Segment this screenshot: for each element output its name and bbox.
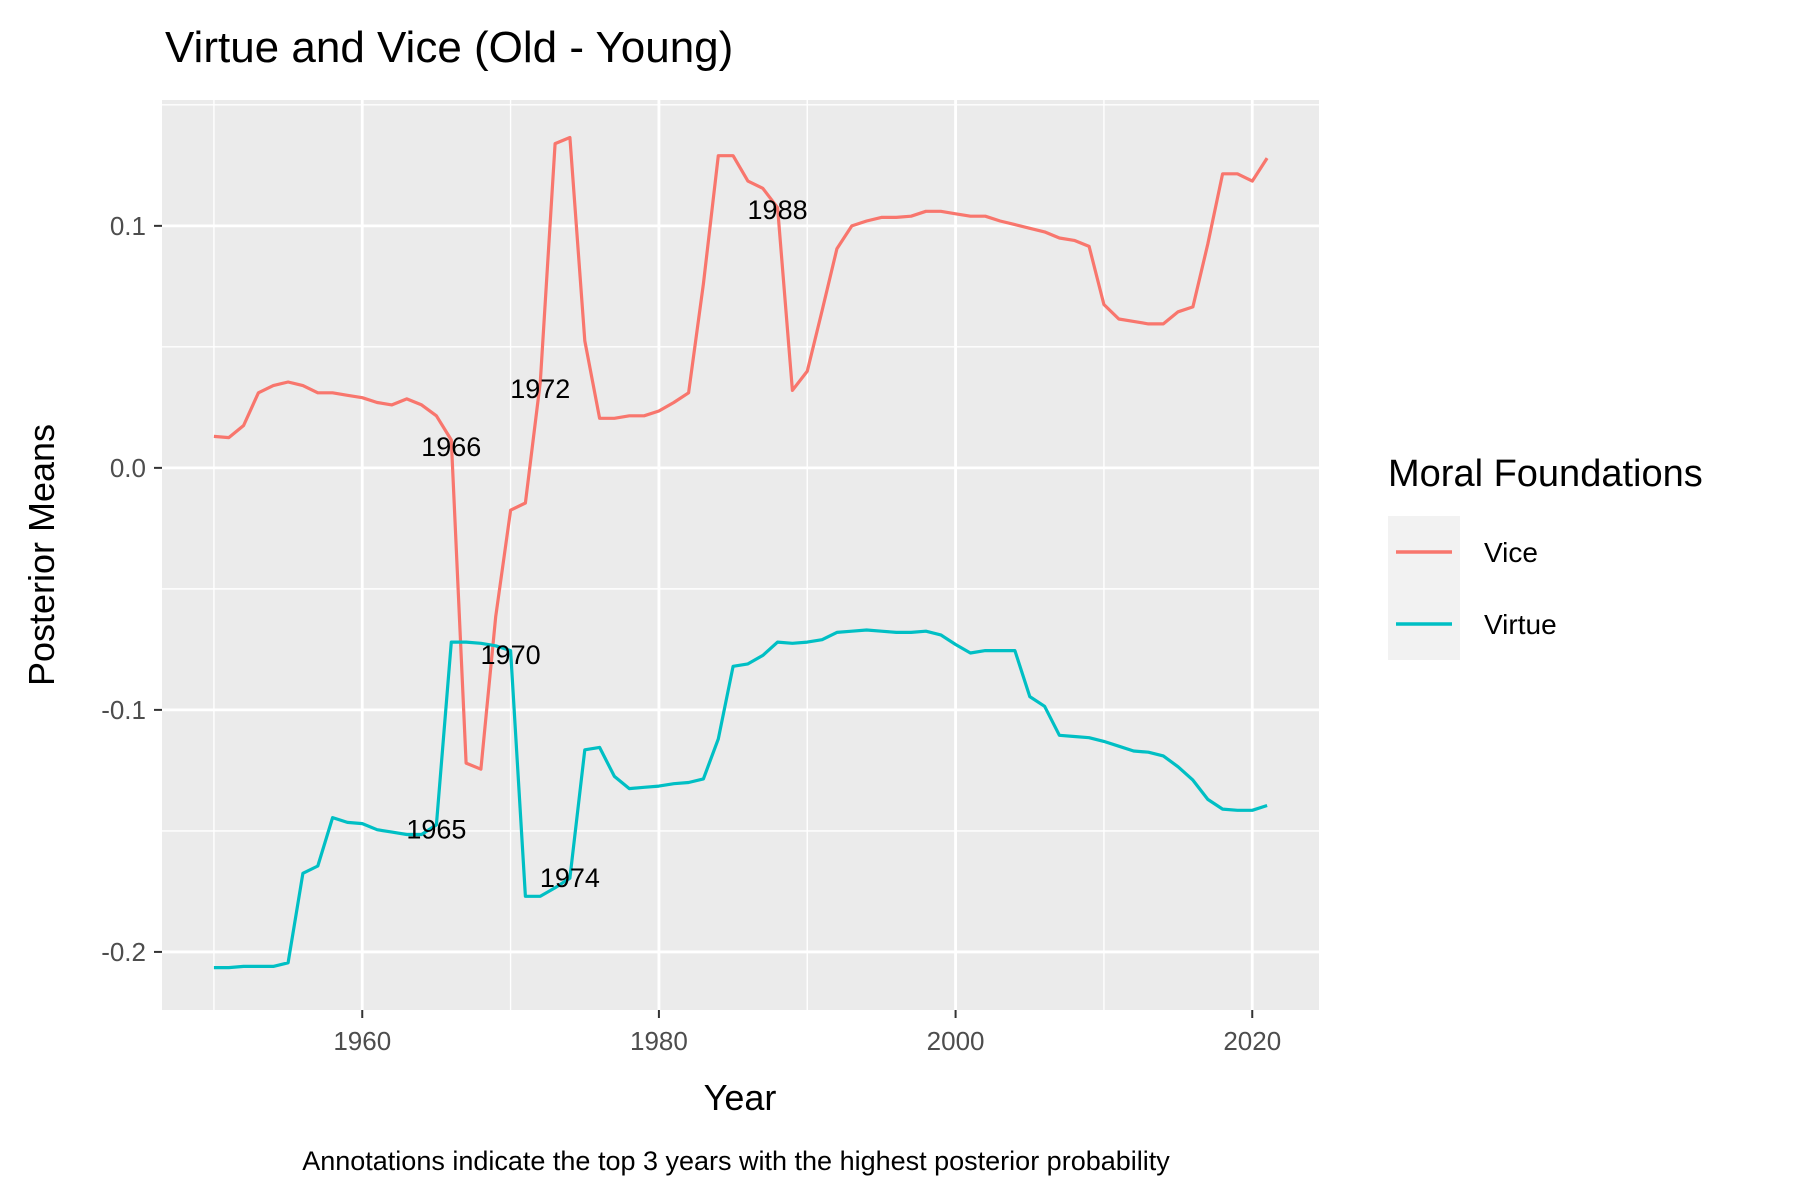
x-tick-label: 2000 [927,1026,985,1056]
y-tick-label: 0.0 [110,453,146,483]
legend: Moral Foundations Vice Virtue [1388,453,1703,660]
annotations: 1966 1972 1988 1970 1965 1974 [406,195,807,893]
x-axis-title: Year [704,1077,777,1118]
chart-title: Virtue and Vice (Old - Young) [165,23,733,72]
annotation-label: 1970 [481,640,541,670]
annotation-label: 1972 [510,374,570,404]
x-tick-label: 1980 [630,1026,688,1056]
x-tick-label: 1960 [333,1026,391,1056]
y-tick-label: 0.1 [110,211,146,241]
x-axis-ticks: 1960 1980 2000 2020 [333,1010,1281,1056]
major-gridlines [162,100,1319,1010]
series-line-virtue [213,628,1268,970]
x-tick-label: 2020 [1223,1026,1281,1056]
y-axis-title: Posterior Means [21,424,62,686]
y-axis-ticks: -0.2 -0.1 0.0 0.1 [101,211,162,967]
annotation-label: 1965 [406,814,466,844]
minor-gridlines [162,100,1319,1010]
legend-label-vice: Vice [1484,537,1538,568]
y-tick-label: -0.1 [101,695,146,725]
annotation-label: 1988 [748,195,808,225]
series-line-vice [213,135,1269,771]
legend-label-virtue: Virtue [1484,609,1557,640]
y-tick-label: -0.2 [101,937,146,967]
series-lines [213,135,1269,970]
chart-caption: Annotations indicate the top 3 years wit… [302,1146,1170,1176]
annotation-label: 1974 [540,863,600,893]
legend-title: Moral Foundations [1388,453,1703,495]
plot-panel [162,100,1319,1010]
annotation-label: 1966 [421,432,481,462]
